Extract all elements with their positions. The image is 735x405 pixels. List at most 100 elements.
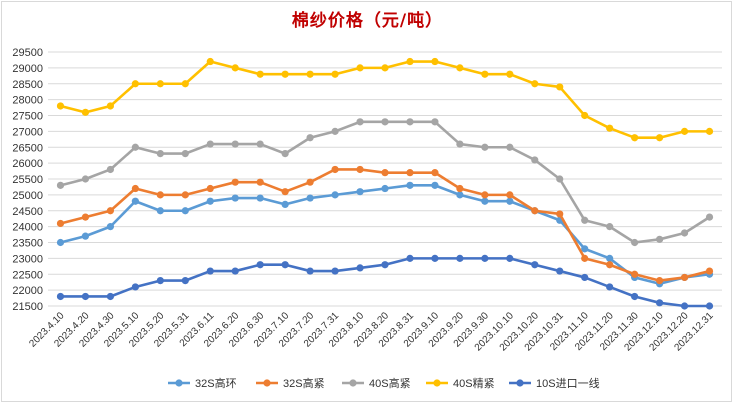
data-point <box>631 134 639 142</box>
data-point <box>680 229 689 237</box>
series-3 <box>56 118 714 247</box>
y-tick-label: 23000 <box>12 253 43 265</box>
legend: 32S高环 32S高紧 40S高紧 40S精紧 10S进口一线 <box>168 376 600 390</box>
data-point <box>56 219 65 228</box>
data-point <box>256 140 264 148</box>
legend-marker <box>175 379 183 387</box>
data-point <box>406 254 414 262</box>
y-tick-label: 27000 <box>12 126 43 138</box>
data-point <box>131 283 139 291</box>
data-point <box>356 64 364 72</box>
data-point <box>531 261 539 269</box>
legend-item: 32S高环 <box>168 376 237 390</box>
data-point <box>581 273 589 282</box>
data-point <box>406 57 414 66</box>
grid-lines <box>48 51 722 307</box>
data-point <box>56 292 65 301</box>
legend-label: 40S高紧 <box>369 376 411 390</box>
data-point <box>181 191 189 199</box>
data-point <box>106 292 115 301</box>
legend-item: 32S高紧 <box>256 376 325 390</box>
data-point <box>56 238 65 247</box>
y-tick-label: 21500 <box>12 301 43 313</box>
data-point <box>506 197 514 205</box>
data-point <box>531 80 539 88</box>
data-point <box>406 169 414 177</box>
data-point <box>81 292 90 301</box>
data-point <box>131 143 139 151</box>
y-tick-label: 28500 <box>12 79 43 91</box>
data-point <box>381 64 389 72</box>
data-point <box>56 102 65 110</box>
data-point <box>581 111 589 120</box>
data-point <box>606 254 614 262</box>
data-point <box>456 140 464 148</box>
data-point <box>655 277 664 285</box>
data-point <box>356 118 364 126</box>
data-point <box>531 207 539 215</box>
data-point <box>206 197 214 205</box>
data-point <box>556 83 564 91</box>
data-point <box>406 181 414 189</box>
data-point <box>705 302 714 310</box>
data-point <box>581 245 589 253</box>
data-point <box>331 191 339 199</box>
data-point <box>281 261 289 269</box>
data-point <box>481 197 489 205</box>
data-point <box>431 118 439 126</box>
series-5 <box>56 254 714 310</box>
data-point <box>655 235 664 243</box>
data-point <box>206 57 214 66</box>
data-point <box>406 118 414 126</box>
y-axis-ticks: 21500 22000 22500 23000 23500 24000 24500 25000… <box>12 47 43 313</box>
y-tick-label: 24000 <box>12 222 43 234</box>
data-point <box>306 134 314 142</box>
y-tick-label: 26500 <box>12 142 43 154</box>
data-point <box>531 156 539 164</box>
legend-label: 10S进口一线 <box>536 376 600 390</box>
data-point <box>606 261 614 269</box>
legend-marker <box>516 379 524 387</box>
data-point <box>481 254 489 262</box>
data-point <box>631 270 639 278</box>
data-point <box>556 175 564 183</box>
data-point <box>306 194 314 202</box>
legend-marker <box>433 379 441 387</box>
data-point <box>156 277 164 285</box>
data-point <box>231 140 239 148</box>
legend-item: 10S进口一线 <box>509 376 600 390</box>
data-point <box>281 70 289 78</box>
data-point <box>106 102 115 110</box>
data-point <box>256 261 264 269</box>
data-point <box>356 165 364 174</box>
data-point <box>131 80 139 88</box>
data-point <box>206 267 214 275</box>
data-point <box>306 70 314 78</box>
data-point <box>506 70 514 78</box>
data-point <box>306 178 314 186</box>
y-tick-label: 29500 <box>12 47 43 59</box>
data-point <box>705 127 714 135</box>
data-point <box>156 207 164 215</box>
data-point <box>680 127 689 135</box>
data-point <box>356 188 364 196</box>
data-point <box>106 165 115 174</box>
data-point <box>556 267 564 275</box>
data-point <box>231 64 239 72</box>
data-point <box>281 150 289 158</box>
data-point <box>705 267 714 275</box>
data-point <box>381 184 389 193</box>
data-point <box>556 210 564 218</box>
legend-label: 32S高环 <box>195 376 237 390</box>
data-point <box>231 267 239 275</box>
data-point <box>680 302 689 310</box>
data-point <box>156 80 164 88</box>
data-point <box>306 267 314 275</box>
legend-marker <box>263 379 271 387</box>
data-point <box>606 124 614 132</box>
legend-item: 40S高紧 <box>342 376 411 390</box>
data-point <box>281 200 289 208</box>
y-tick-label: 26000 <box>12 158 43 170</box>
legend-marker <box>349 379 357 387</box>
data-point <box>331 70 339 78</box>
